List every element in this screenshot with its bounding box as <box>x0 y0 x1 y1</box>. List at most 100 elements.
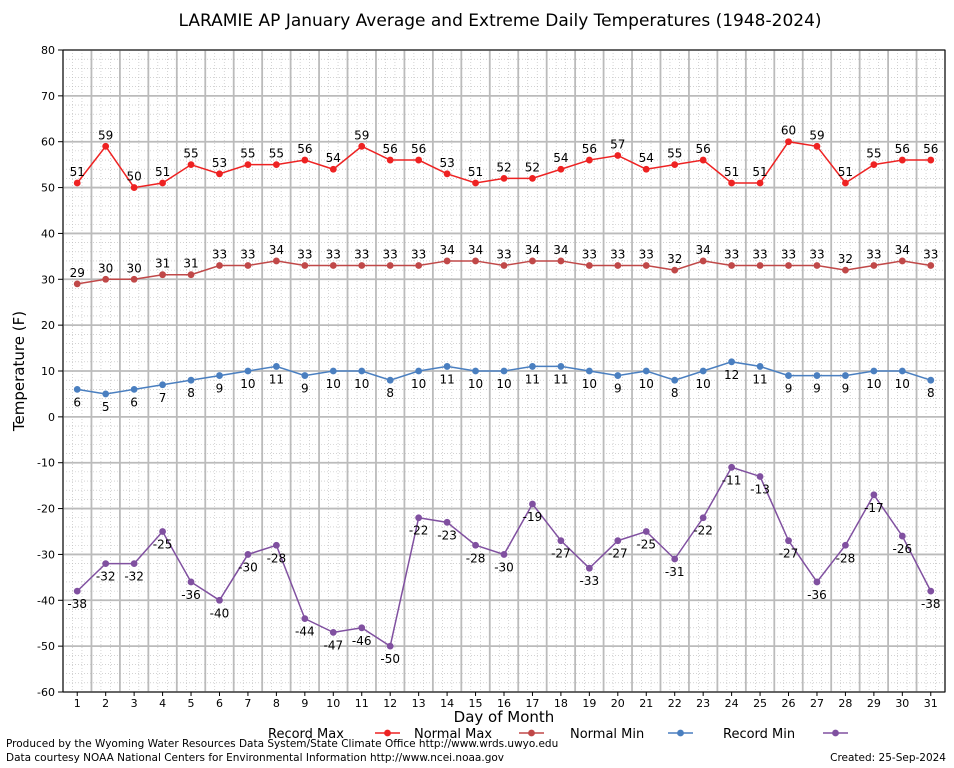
legend-marker <box>832 729 839 737</box>
data-label: -27 <box>551 547 571 561</box>
data-point <box>386 642 394 650</box>
data-point <box>443 363 451 370</box>
data-point <box>73 385 81 393</box>
data-point <box>329 262 337 269</box>
data-label: 51 <box>838 165 853 179</box>
data-point <box>842 266 849 274</box>
data-label: 59 <box>354 128 369 142</box>
x-tick-label: 4 <box>159 697 166 710</box>
data-label: -17 <box>864 501 884 515</box>
data-point <box>898 257 906 265</box>
data-label: 8 <box>187 386 195 400</box>
x-axis-label: Day of Month <box>454 708 555 726</box>
data-label: 33 <box>354 248 369 262</box>
data-point <box>443 257 451 265</box>
data-label: 34 <box>525 243 540 257</box>
data-label: 56 <box>923 142 938 156</box>
data-label: 9 <box>301 382 309 396</box>
data-label: 33 <box>724 248 739 262</box>
x-tick-label: 12 <box>383 697 397 710</box>
legend-label: Normal Min <box>570 727 644 742</box>
data-point <box>842 179 849 187</box>
data-point <box>813 142 821 150</box>
data-point <box>642 528 650 535</box>
data-point <box>756 262 764 269</box>
data-label: 9 <box>842 382 850 396</box>
y-tick-label: 30 <box>41 273 55 286</box>
data-label: -38 <box>921 597 941 611</box>
x-tick-label: 25 <box>753 697 767 710</box>
legend-marker <box>528 729 535 737</box>
data-point <box>301 372 309 379</box>
data-label: 8 <box>386 386 394 400</box>
footer-created: Created: 25-Sep-2024 <box>830 752 946 764</box>
data-label: 8 <box>671 386 679 400</box>
data-point <box>756 473 764 480</box>
x-tick-label: 7 <box>244 697 251 710</box>
data-point <box>728 262 736 269</box>
data-point <box>272 363 280 370</box>
data-point <box>244 551 252 558</box>
data-point <box>671 376 679 384</box>
data-point <box>415 367 423 375</box>
data-label: -13 <box>750 482 770 496</box>
data-label: 9 <box>216 382 224 396</box>
data-point <box>386 156 394 164</box>
data-point <box>472 367 479 375</box>
legend-item-record-max: Record Max <box>268 727 400 742</box>
x-tick-label: 23 <box>696 697 710 710</box>
data-point <box>159 528 166 535</box>
data-point <box>159 381 166 389</box>
data-point <box>301 156 309 164</box>
data-point <box>585 367 593 375</box>
data-point <box>216 372 223 379</box>
x-tick-label: 15 <box>469 697 483 710</box>
data-point <box>728 358 736 366</box>
data-label: 34 <box>696 243 711 257</box>
legend-marker <box>677 729 684 737</box>
data-label: 30 <box>126 261 141 275</box>
data-point <box>329 628 337 636</box>
data-label: 33 <box>752 248 767 262</box>
data-label: -28 <box>836 551 856 565</box>
data-label: -22 <box>693 524 713 538</box>
data-point <box>529 257 536 265</box>
data-label: 10 <box>240 377 255 391</box>
data-label: 54 <box>326 151 341 165</box>
data-point <box>216 170 223 178</box>
data-label: 59 <box>98 128 113 142</box>
data-label: 33 <box>809 248 824 262</box>
legend: Record Max Normal Max Normal Min Record Min <box>268 727 848 742</box>
y-tick-label: -50 <box>37 640 55 653</box>
data-label: -25 <box>153 538 173 552</box>
data-point <box>585 564 593 572</box>
data-point <box>244 262 252 269</box>
data-label: -38 <box>67 597 87 611</box>
data-label: 57 <box>610 137 625 151</box>
data-point <box>187 271 195 279</box>
data-point <box>756 363 764 370</box>
data-point <box>73 587 81 595</box>
data-label: 56 <box>696 142 711 156</box>
data-label: 56 <box>297 142 312 156</box>
data-point <box>585 156 593 164</box>
y-axis: -60 -50 -40 -30 -20 -10 0 10 20 30 40 50 60 70 80 <box>37 44 63 699</box>
data-label: 33 <box>781 248 796 262</box>
x-tick-label: 22 <box>668 697 682 710</box>
data-point <box>557 537 565 545</box>
data-point <box>386 262 394 269</box>
data-label: -27 <box>608 547 628 561</box>
data-point <box>130 560 138 567</box>
data-label: 59 <box>809 128 824 142</box>
data-point <box>927 156 935 164</box>
data-label: -40 <box>210 606 230 620</box>
data-point <box>272 541 280 549</box>
data-label: 11 <box>439 372 454 386</box>
footer-data-courtesy: Data courtesy NOAA National Centers for … <box>6 752 505 764</box>
x-tick-label: 8 <box>273 697 280 710</box>
data-point <box>699 514 707 522</box>
data-point <box>557 257 565 265</box>
data-point <box>272 161 280 169</box>
x-tick-label: 5 <box>188 697 195 710</box>
data-point <box>585 262 593 269</box>
